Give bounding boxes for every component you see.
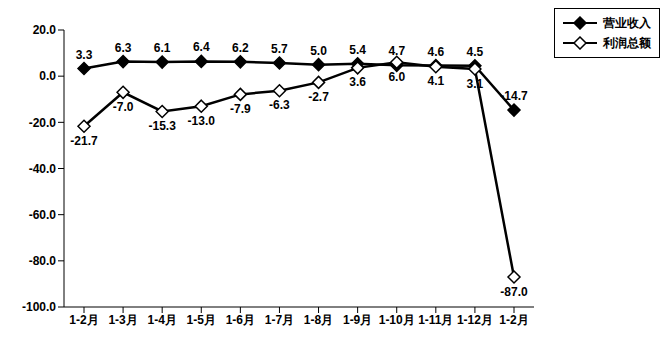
svg-text:4.5: 4.5 [467,45,484,59]
svg-text:-2.7: -2.7 [308,90,329,104]
svg-text:6.2: 6.2 [232,41,249,55]
svg-text:-80.0: -80.0 [29,254,57,268]
svg-text:5.0: 5.0 [310,44,327,58]
svg-text:-7.0: -7.0 [113,100,134,114]
svg-text:-100.0: -100.0 [22,300,56,314]
svg-text:4.6: 4.6 [427,45,444,59]
svg-text:1-8月: 1-8月 [304,313,333,327]
svg-text:1-12月: 1-12月 [457,313,493,327]
svg-text:1-3月: 1-3月 [108,313,137,327]
svg-text:3.1: 3.1 [467,77,484,91]
svg-text:3.3: 3.3 [76,48,93,62]
svg-text:1-7月: 1-7月 [265,313,294,327]
svg-text:-60.0: -60.0 [29,208,57,222]
svg-text:4.7: 4.7 [388,44,405,58]
svg-text:-13.0: -13.0 [188,114,216,128]
html-text:利润总额: 利润总额 [603,35,651,50]
svg-text:1-10月: 1-10月 [379,313,415,327]
svg-text:3.6: 3.6 [349,75,366,89]
svg-text:-6.3: -6.3 [269,98,290,112]
svg-text:4.1: 4.1 [427,74,444,88]
svg-text:1-2月: 1-2月 [499,313,528,327]
svg-text:5.7: 5.7 [271,42,288,56]
svg-text:-14.7: -14.7 [500,89,528,103]
svg-text:-87.0: -87.0 [500,285,528,299]
svg-text:5.4: 5.4 [349,43,366,57]
svg-text:0.0: 0.0 [39,69,56,83]
svg-text:1-6月: 1-6月 [226,313,255,327]
svg-text:-7.9: -7.9 [230,102,251,116]
svg-text:1-4月: 1-4月 [148,313,177,327]
svg-text:6.3: 6.3 [115,41,132,55]
svg-text:-21.7: -21.7 [70,134,98,148]
svg-text:-20.0: -20.0 [29,116,57,130]
svg-text:1-5月: 1-5月 [187,313,216,327]
svg-text:1-9月: 1-9月 [343,313,372,327]
svg-text:6.0: 6.0 [388,70,405,84]
html-text:营业收入: 营业收入 [603,15,651,30]
svg-text:6.4: 6.4 [193,40,210,54]
svg-text:1-2月: 1-2月 [69,313,98,327]
svg-text:-40.0: -40.0 [29,162,57,176]
svg-text:20.0: 20.0 [33,23,57,37]
svg-text:1-11月: 1-11月 [418,313,453,327]
svg-text:6.1: 6.1 [154,41,171,55]
svg-text:-15.3: -15.3 [149,119,177,133]
